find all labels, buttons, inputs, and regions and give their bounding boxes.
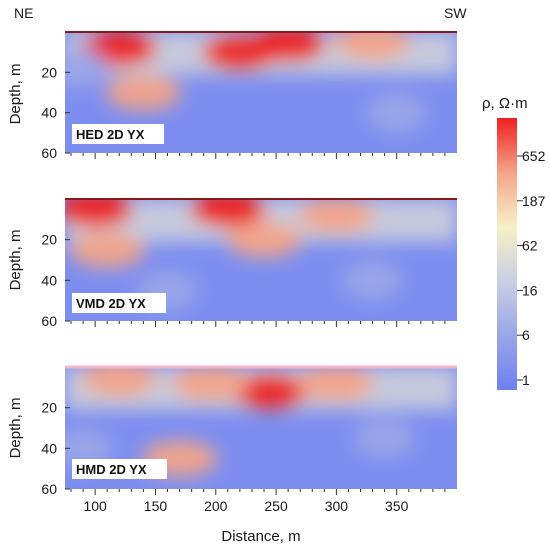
y-tick-label: 60	[41, 145, 57, 161]
panel-hed-x-ticks	[70, 153, 446, 159]
resistivity-anomaly	[298, 367, 375, 402]
panel-vmd-resistivity-field	[65, 199, 457, 311]
y-tick-label: 20	[41, 400, 57, 416]
x-tick-label: 200	[204, 498, 228, 514]
panel-hed: 20 40 60 HED 2D YX Depth, m	[7, 31, 457, 161]
colorbar-tick-label: 187	[522, 193, 546, 209]
colorbar: ρ, Ω·m 652 187 62 16 6 1	[482, 95, 546, 390]
resistivity-anomaly	[105, 74, 182, 111]
colorbar-tick-label: 1	[522, 372, 530, 388]
ne-label: NE	[14, 5, 33, 21]
colorbar-ticks: 652 187 62 16 6 1	[517, 148, 546, 388]
colorbar-tick-label: 62	[522, 238, 538, 254]
panel-hmd-label: HMD 2D YX	[76, 462, 147, 477]
x-tick-label: 250	[264, 498, 288, 514]
resistivity-anomaly	[65, 48, 108, 89]
panel-hed-resistivity-field	[65, 32, 457, 133]
x-tick-label: 300	[325, 498, 349, 514]
x-tick-label: 150	[144, 498, 168, 514]
panel-hmd-y-ticks: 20 40 60	[41, 400, 70, 497]
panel-hed-label-box	[72, 124, 164, 144]
y-tick-label: 20	[41, 232, 57, 248]
y-tick-label: 20	[41, 64, 57, 80]
resistivity-anomaly	[65, 428, 114, 469]
y-tick-label: 40	[41, 272, 57, 288]
panel-vmd-y-axis-label: Depth, m	[7, 230, 24, 291]
panel-vmd-label-box	[72, 293, 166, 313]
panel-hed-y-axis-label: Depth, m	[7, 64, 24, 125]
resistivity-anomaly	[250, 32, 327, 63]
colorbar-tick-label: 6	[522, 327, 530, 343]
resistivity-anomaly	[342, 260, 403, 301]
resistivity-anomaly	[81, 367, 158, 398]
panel-hmd-resistivity-field	[65, 367, 457, 477]
panel-hmd: 20 40 60 100 150 200 250 300 350 HMD 2D YX Dept…	[7, 365, 457, 514]
sw-label: SW	[444, 5, 467, 21]
x-axis-label: Distance, m	[221, 528, 300, 545]
resistivity-anomaly	[226, 221, 303, 258]
resistivity-anomaly	[354, 418, 415, 459]
colorbar-gradient	[497, 118, 517, 390]
resistivity-anomaly	[232, 373, 309, 410]
colorbar-tick-label: 16	[522, 282, 538, 298]
colorbar-title: ρ, Ω·m	[482, 95, 528, 112]
y-tick-label: 40	[41, 440, 57, 456]
panel-hmd-y-axis-label: Depth, m	[7, 398, 24, 459]
resistivity-anomaly	[69, 231, 146, 268]
panel-hed-y-ticks: 20 40 60	[41, 64, 70, 161]
x-tick-label: 100	[83, 498, 107, 514]
panel-vmd-x-ticks	[70, 321, 446, 327]
panel-hmd-x-ticks: 100 150 200 250 300 350	[70, 489, 446, 514]
panel-vmd: 20 40 60 VMD 2D YX Depth, m	[7, 198, 457, 329]
panel-vmd-label: VMD 2D YX	[76, 296, 146, 311]
y-tick-label: 60	[41, 313, 57, 329]
resistivity-anomaly	[298, 199, 375, 234]
y-tick-label: 40	[41, 105, 57, 121]
resistivity-anomaly	[334, 32, 411, 61]
panel-hed-label: HED 2D YX	[76, 127, 145, 142]
resistivity-anomaly	[366, 92, 427, 133]
x-tick-label: 350	[385, 498, 409, 514]
resistivity-anomaly	[171, 367, 248, 402]
resistivity-anomaly	[65, 199, 134, 228]
resistivity-anomaly	[189, 199, 266, 228]
colorbar-tick-label: 652	[522, 148, 546, 164]
panel-hmd-label-box	[72, 459, 167, 479]
y-tick-label: 60	[41, 481, 57, 497]
panel-vmd-y-ticks: 20 40 60	[41, 232, 70, 329]
